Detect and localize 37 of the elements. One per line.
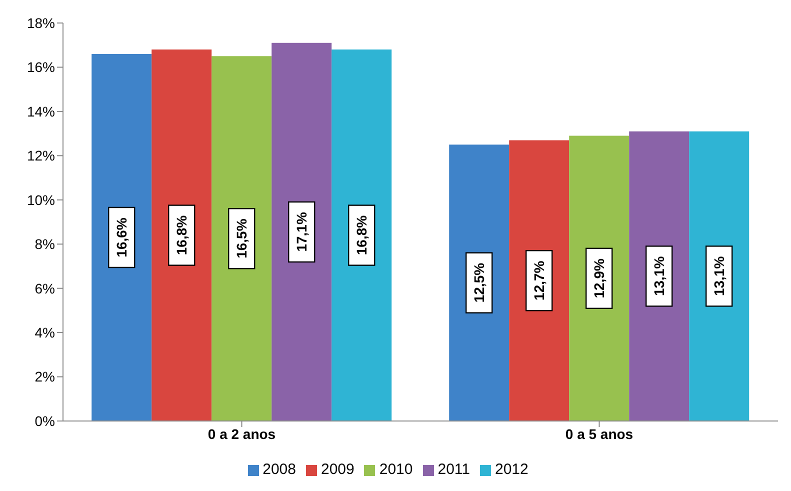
- y-tick-label: 12%: [26, 148, 55, 164]
- bar: [152, 50, 212, 421]
- bar: [689, 131, 750, 421]
- bar: [332, 50, 392, 421]
- data-label: 16,5%: [234, 218, 250, 258]
- bar: [569, 136, 630, 421]
- y-tick-label: 8%: [34, 236, 55, 252]
- legend-label: 2010: [379, 461, 413, 478]
- data-label: 13,1%: [651, 256, 668, 296]
- bar: [212, 56, 272, 421]
- bar: [509, 140, 570, 421]
- y-tick-label: 4%: [34, 324, 55, 341]
- data-label: 13,1%: [711, 256, 728, 296]
- data-label: 16,8%: [174, 214, 190, 256]
- y-tick-label: 18%: [26, 14, 55, 31]
- y-tick-label: 14%: [26, 103, 55, 120]
- y-tick-label: 2%: [34, 368, 55, 385]
- x-tick-label: 0 a 2 anos: [208, 426, 276, 442]
- data-label: 16,6%: [114, 217, 130, 258]
- data-label: 12,7%: [531, 260, 548, 300]
- y-tick-label: 10%: [26, 192, 55, 208]
- legend-label: 2012: [495, 461, 528, 478]
- legend-label: 2011: [438, 461, 470, 478]
- bar: [272, 42, 332, 421]
- y-tick-label: 0%: [34, 412, 55, 429]
- bar: [92, 54, 152, 421]
- y-tick-label: 6%: [34, 280, 55, 296]
- bar: [629, 131, 690, 421]
- data-label: 17,1%: [294, 212, 310, 252]
- data-label: 12,5%: [471, 262, 488, 303]
- x-tick-label: 0 a 5 anos: [565, 426, 634, 442]
- legend-label: 2008: [262, 461, 296, 478]
- bar: [449, 144, 510, 421]
- data-label: 12,9%: [591, 258, 608, 298]
- y-tick-label: 16%: [26, 59, 55, 76]
- data-label: 16,8%: [354, 214, 370, 256]
- legend-label: 2009: [320, 461, 354, 478]
